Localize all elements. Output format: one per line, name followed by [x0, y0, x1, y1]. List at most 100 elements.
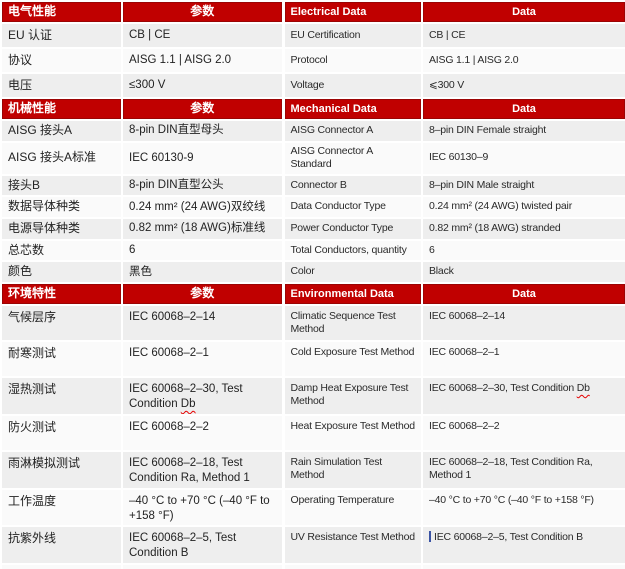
spec-cell-cn-label: 抗紫外线: [0, 525, 123, 566]
en-label-text: AISG Connector A Standard: [290, 144, 373, 171]
cn-label-text: AISG 接头A标准: [8, 150, 97, 165]
spec-cell-en-value: IEC 60068–2–18, Test Condition Ra, Metho…: [421, 449, 625, 490]
spec-cell-en-value: Black: [421, 260, 625, 284]
cn-value-text: 0.82 mm² (18 AWG)标准线: [129, 222, 266, 235]
en-label-text: Operating Temperature: [290, 493, 395, 506]
spec-cell-en-label: Connector B: [281, 173, 423, 198]
cn-label-text: 耐寒测试: [8, 345, 57, 360]
table-row: 数据导体种类 0.24 mm² (24 AWG)双绞线 Data Conductor…: [0, 195, 625, 220]
spec-cell-cn-value: IEC 60068–2–30, Test Condition Db: [121, 375, 284, 416]
cn-label-text: 防火测试: [8, 419, 57, 434]
spec-cell-cn-label: 防护等级: [0, 563, 123, 569]
section-header-row-environmental: 环境特性 参数 Environmental Data Data: [0, 281, 625, 306]
spec-cell-cn-value: IEC 60068–2–14: [121, 303, 284, 342]
spec-cell-cn-value: IEC 60529:2001, IP67: [121, 563, 284, 569]
spec-cell-cn-label: 颜色: [0, 260, 123, 284]
spec-cell-en-value: IEC 60068–2–5, Test Condition B: [421, 525, 625, 566]
spec-cell-cn-label: EU 认证: [0, 22, 123, 49]
table-row: 防护等级IEC 60529:2001, IP67Ingress Protecti…: [0, 563, 625, 569]
section-header-electrical-cn: 电气性能: [0, 0, 123, 24]
spec-cell-en-value: ⩽300 V: [421, 72, 625, 99]
table-row: 雨淋模拟测试 IEC 60068–2–18, Test Condition Ra,…: [0, 449, 625, 490]
spec-cell-en-label: Rain Simulation Test Method: [281, 449, 423, 490]
en-value-text: 8–pin DIN Male straight: [429, 178, 535, 191]
spec-cell-en-value: IEC 60068–2–14: [421, 303, 625, 342]
en-value-text: 8–pin DIN Female straight: [429, 123, 546, 136]
cn-label-text: 电源导体种类: [8, 221, 81, 236]
en-label-text: Total Conductors, quantity: [290, 243, 407, 256]
spec-cell-cn-value: IEC 60068–2–18, Test Condition Ra, Metho…: [121, 449, 284, 490]
section-header-mechanical-en_param: Data: [421, 97, 625, 121]
spec-cell-en-value: –40 °C to +70 °C (–40 °F to +158 °F): [421, 487, 625, 528]
en-value-text: IEC 60068–2–14: [429, 309, 506, 322]
spec-cell-cn-value: IEC 60130-9: [121, 140, 284, 176]
spec-cell-en-label: Cold Exposure Test Method: [281, 339, 423, 378]
en-value-text: IEC 60130–9: [429, 151, 489, 164]
spec-cell-en-value: CB | CE: [421, 22, 625, 49]
en-label-text: Damp Heat Exposure Test Method: [290, 381, 409, 408]
spec-cell-cn-value: 0.24 mm² (24 AWG)双绞线: [121, 195, 284, 220]
spec-cell-cn-label: 防火测试: [0, 413, 123, 452]
section-header-mechanical-cn_param: 参数: [121, 97, 284, 121]
spec-cell-en-value: AISG 1.1 | AISG 2.0: [421, 47, 625, 74]
cn-label-text: 数据导体种类: [8, 199, 81, 214]
section-header-electrical-en: Electrical Data: [281, 0, 423, 24]
spec-cell-cn-label: AISG 接头A标准: [0, 140, 123, 176]
en-label-text: Data Conductor Type: [290, 200, 386, 213]
en-label-text: Climatic Sequence Test Method: [290, 309, 396, 336]
en-value-text: IEC 60068–2–1: [429, 345, 500, 358]
spec-cell-en-label: UV Resistance Test Method: [281, 525, 423, 566]
cn-value-text: AISG 1.1 | AISG 2.0: [129, 54, 232, 67]
table-row: 气候层序 IEC 60068–2–14 Climatic Sequence Test…: [0, 303, 625, 342]
spec-cell-en-value: IEC 60130–9: [421, 140, 625, 176]
section-header-electrical-cn_param: 参数: [121, 0, 284, 24]
en-label-text: Connector B: [290, 178, 347, 191]
spec-cell-cn-label: 电压: [0, 72, 123, 99]
cn-label-text: 总芯数: [8, 242, 45, 257]
spec-cell-cn-value: 黑色: [121, 260, 284, 284]
spec-cell-cn-label: AISG 接头A: [0, 119, 123, 143]
en-label-text: UV Resistance Test Method: [290, 531, 416, 544]
table-row: 颜色 黑色 Color Black: [0, 260, 625, 284]
cn-value-text: 黑色: [129, 265, 152, 278]
spec-cell-cn-value: 0.82 mm² (18 AWG)标准线: [121, 217, 284, 241]
en-label-text: AISG Connector A: [290, 123, 374, 136]
table-row: 湿热测试 IEC 60068–2–30, Test Condition Db Dam…: [0, 375, 625, 416]
en-label-text: Heat Exposure Test Method: [290, 419, 416, 432]
cn-value-text: IEC 60068–2–18, Test Condition Ra, Metho…: [129, 456, 250, 484]
spec-cell-cn-value: IEC 60068–2–5, Test Condition B: [121, 525, 284, 566]
spec-cell-en-value: 8–pin DIN Female straight: [421, 119, 625, 143]
spec-cell-en-label: Ingress Protection Test Method: [281, 563, 423, 569]
cn-label-text: 协议: [8, 52, 33, 67]
spec-cell-cn-value: CB | CE: [121, 22, 284, 49]
spec-cell-cn-label: 总芯数: [0, 238, 123, 263]
spec-cell-en-label: Total Conductors, quantity: [281, 238, 423, 263]
table-row: 接头B 8-pin DIN直型公头 Connector B 8–pin DIN Mal…: [0, 173, 625, 198]
en-value-text: Black: [429, 265, 454, 278]
spec-cell-cn-label: 数据导体种类: [0, 195, 123, 220]
table-row: 协议 AISG 1.1 | AISG 2.0 Protocol AISG 1.1 | …: [0, 47, 625, 74]
misspelled-word: Db: [576, 381, 590, 394]
en-label-text: Cold Exposure Test Method: [290, 345, 415, 358]
en-label-text: Voltage: [290, 78, 325, 91]
spec-cell-cn-label: 气候层序: [0, 303, 123, 342]
cn-value-text: 6: [129, 243, 136, 256]
cn-value-text: IEC 60068–2–14: [129, 310, 216, 323]
cn-label-text: 工作温度: [8, 493, 57, 508]
cn-value-text: IEC 60068–2–1: [129, 346, 209, 359]
cn-value-text: IEC 60068–2–5, Test Condition B: [129, 532, 237, 560]
section-header-electrical-en_param: Data: [421, 0, 625, 24]
en-value-text: 0.24 mm² (24 AWG) twisted pair: [429, 200, 572, 213]
en-label-text: Power Conductor Type: [290, 222, 394, 235]
section-header-environmental-cn: 环境特性: [0, 281, 123, 306]
spec-cell-cn-label: 电源导体种类: [0, 217, 123, 241]
cn-value-text: 8-pin DIN直型母头: [129, 124, 224, 137]
en-value-text: IEC 60068–2–5, Test Condition B: [434, 531, 583, 544]
cn-label-text: 湿热测试: [8, 381, 57, 396]
spec-cell-en-value: 8–pin DIN Male straight: [421, 173, 625, 198]
spec-cell-en-value: IEC 60068–2–2: [421, 413, 625, 452]
text-cursor[interactable]: [429, 531, 431, 543]
table-row: 电源导体种类 0.82 mm² (18 AWG)标准线 Power Conducto…: [0, 217, 625, 241]
